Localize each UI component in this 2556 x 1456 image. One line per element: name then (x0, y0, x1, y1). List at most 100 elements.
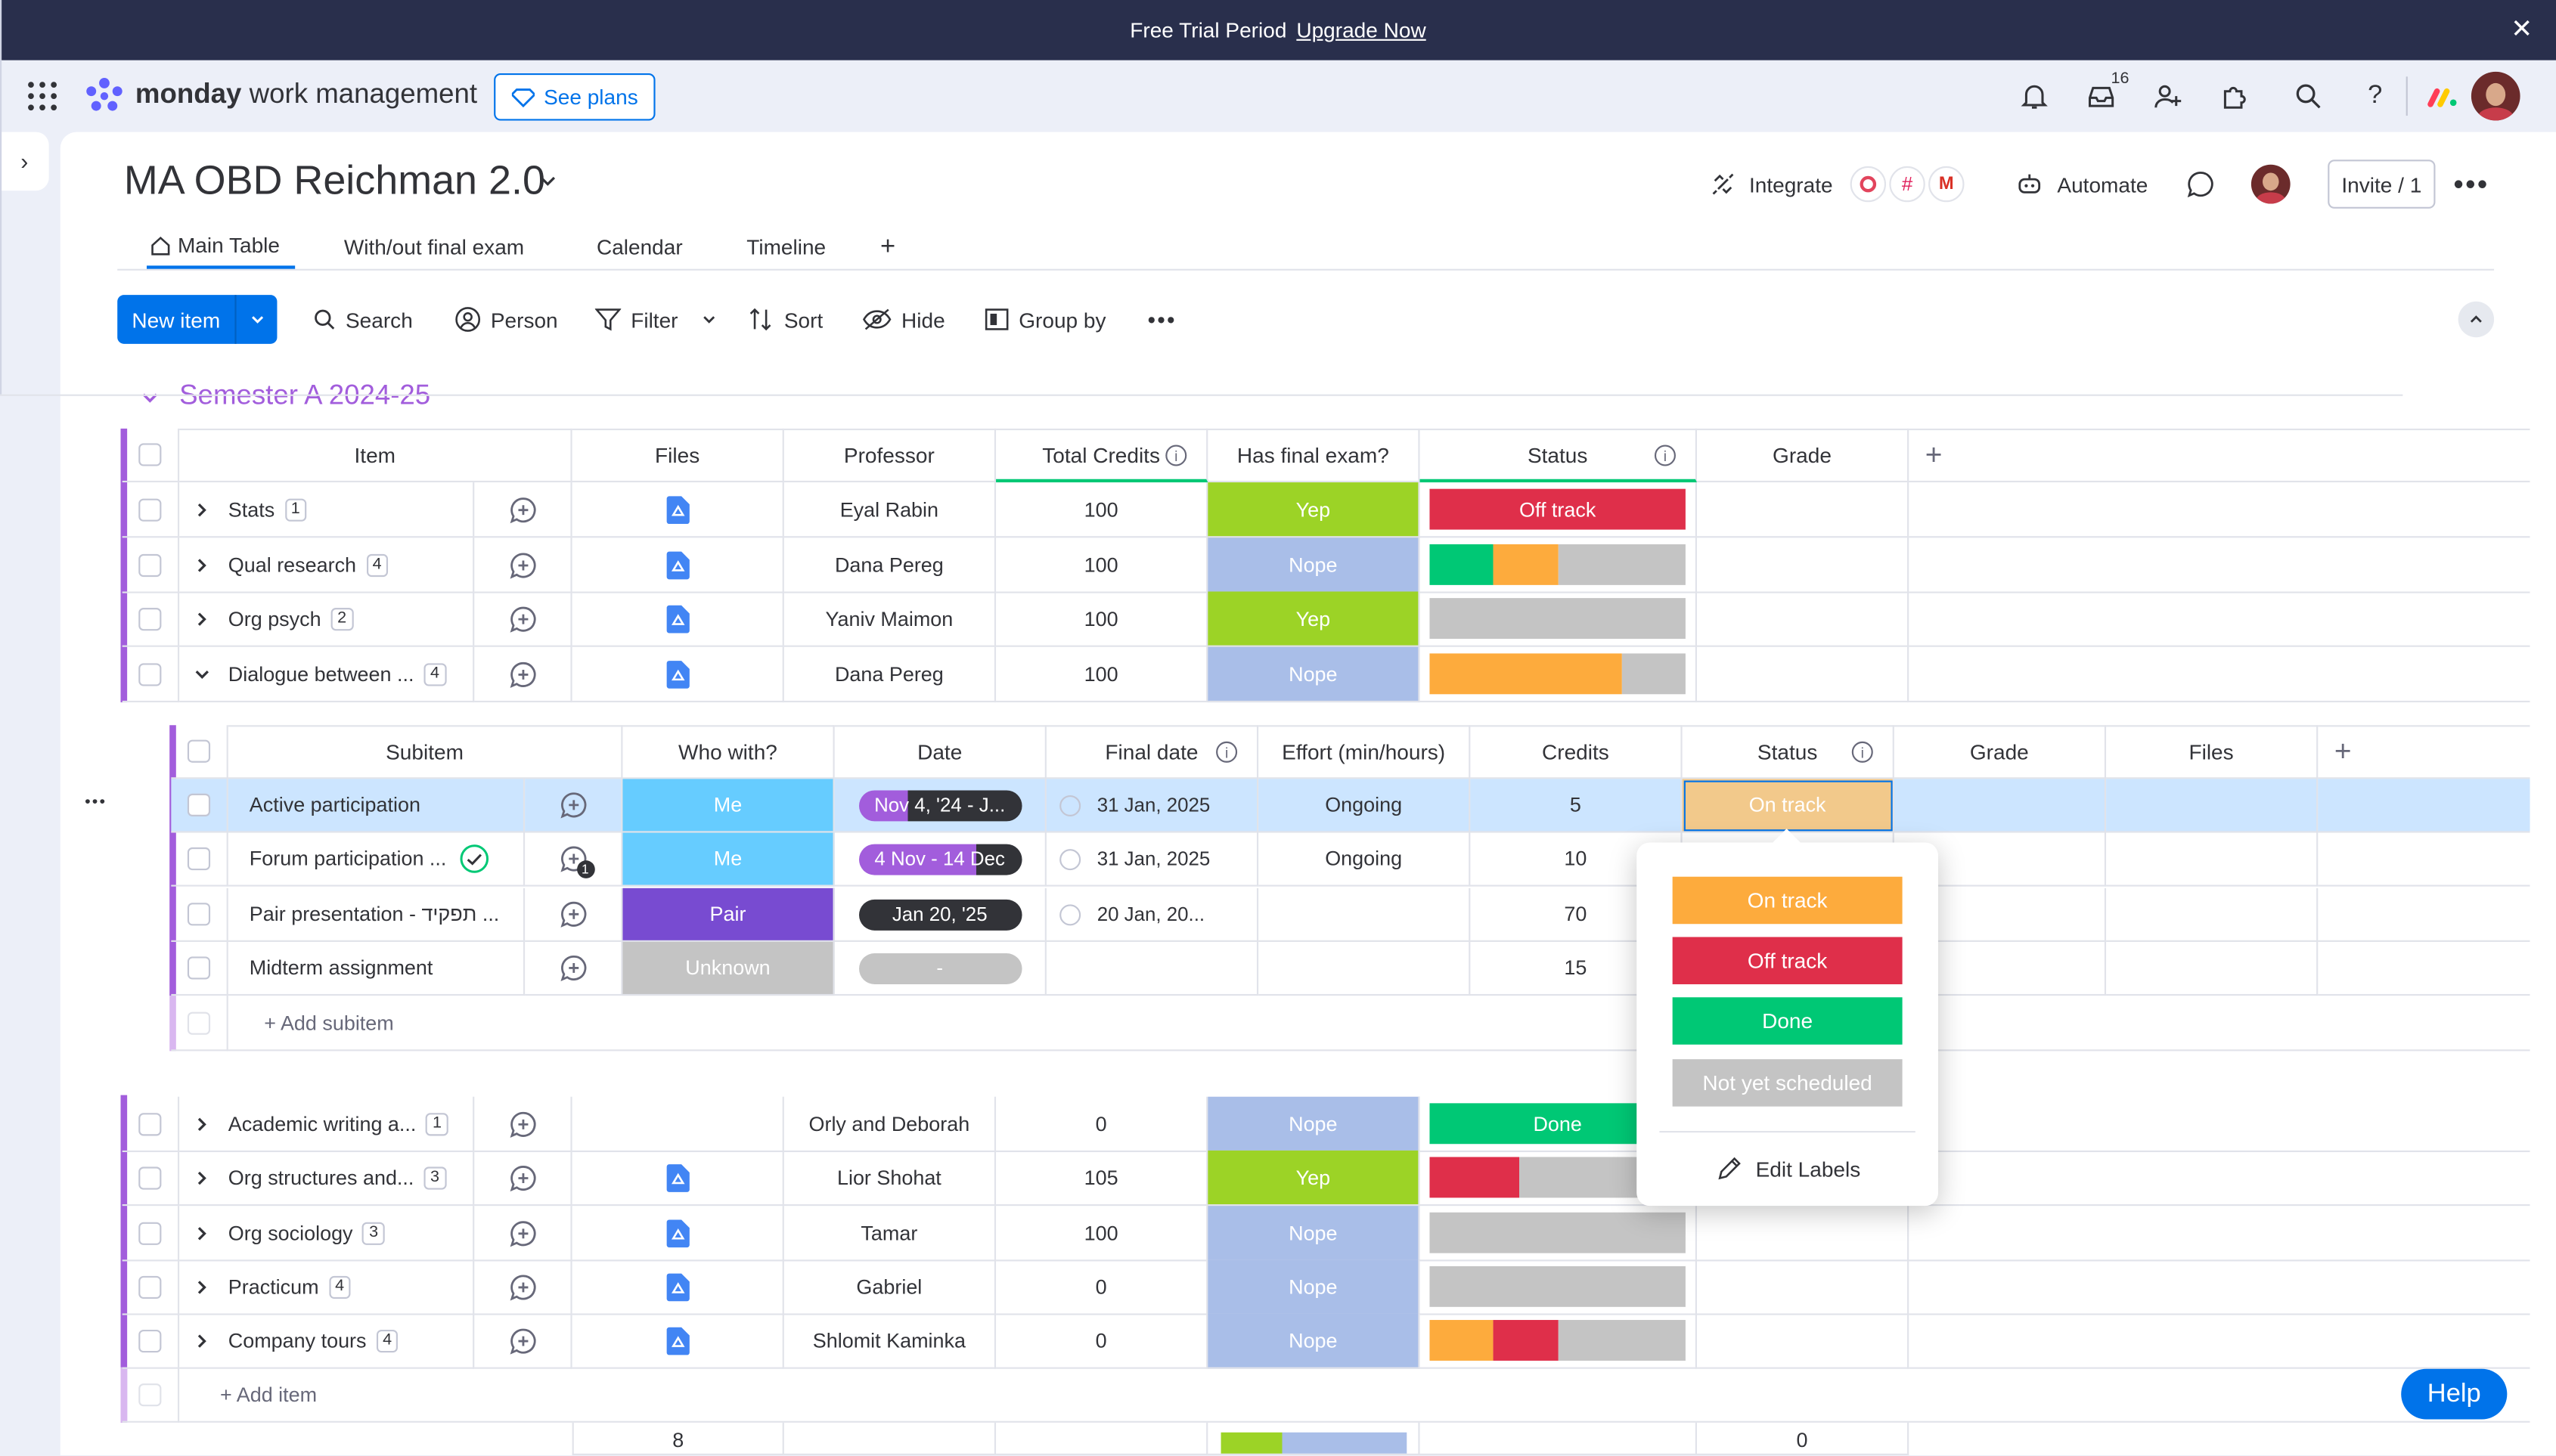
board-member-avatar[interactable] (2250, 164, 2291, 204)
professor-cell[interactable]: Gabriel (783, 1259, 997, 1315)
who-with-cell[interactable]: Unknown (622, 941, 835, 996)
row-checkbox-cell[interactable] (122, 482, 180, 538)
subitem-updates-cell[interactable] (525, 941, 623, 996)
professor-cell[interactable]: Eyal Rabin (783, 482, 997, 538)
group-by-button[interactable]: Group by (985, 295, 1106, 344)
row-checkbox-cell[interactable] (122, 537, 180, 593)
professor-cell[interactable]: Dana Pereg (783, 646, 997, 703)
chevron-right-icon[interactable] (192, 1114, 212, 1133)
tab-without-final-exam[interactable]: With/out final exam (343, 234, 525, 259)
column-header-files[interactable]: Files (572, 428, 784, 483)
item-name[interactable]: Dialogue between ... (228, 662, 414, 686)
item-name-cell[interactable]: Org structures and... 3 (179, 1150, 475, 1207)
subitem-name-cell[interactable]: Active participation (228, 779, 526, 833)
row-checkbox-cell[interactable] (122, 1313, 180, 1369)
status-cell[interactable] (1419, 537, 1697, 593)
subitem-name[interactable]: Midterm assignment (249, 956, 433, 980)
info-icon[interactable]: i (1851, 741, 1873, 763)
item-name-cell[interactable]: Qual research 4 (179, 537, 475, 593)
item-name-cell[interactable]: Company tours 4 (179, 1313, 475, 1369)
close-icon[interactable]: ✕ (2511, 16, 2533, 45)
column-header-item[interactable]: Item (179, 428, 572, 483)
subitem-header-who-with[interactable]: Who with? (622, 725, 835, 779)
google-drive-file-icon[interactable] (664, 494, 690, 524)
tab-main-table[interactable]: Main Table (147, 225, 296, 269)
subitem-name[interactable]: Forum participation ... (249, 847, 447, 871)
date-cell[interactable]: Jan 20, '25 (834, 888, 1047, 942)
inbox-icon[interactable] (2083, 78, 2119, 113)
add-update-icon[interactable] (507, 1326, 537, 1355)
row-checkbox[interactable] (187, 847, 211, 871)
item-name[interactable]: Org structures and... (228, 1166, 414, 1189)
status-option-on-track[interactable]: On track (1672, 876, 1903, 925)
final-exam-cell[interactable]: Nope (1208, 1096, 1420, 1153)
invite-button[interactable]: Invite / 1 (2328, 160, 2436, 209)
row-checkbox[interactable] (138, 1112, 162, 1135)
final-exam-cell[interactable]: Nope (1208, 1206, 1420, 1262)
add-column-icon[interactable]: + (1925, 438, 1943, 471)
professor-cell[interactable]: Shlomit Kaminka (783, 1313, 997, 1369)
tab-calendar[interactable]: Calendar (596, 234, 683, 259)
final-exam-cell[interactable]: Nope (1208, 537, 1420, 593)
status-battery[interactable] (1429, 1320, 1686, 1361)
professor-cell[interactable]: Dana Pereg (783, 537, 997, 593)
subitem-grade-cell[interactable] (1894, 779, 2107, 833)
status-option-not-yet-scheduled[interactable]: Not yet scheduled (1672, 1059, 1903, 1107)
effort-cell[interactable] (1258, 941, 1471, 996)
add-update-icon[interactable] (507, 494, 537, 524)
status-battery[interactable] (1429, 1265, 1686, 1307)
subitem-name-cell[interactable]: Midterm assignment (228, 941, 526, 996)
subitem-grade-cell[interactable] (1894, 832, 2107, 887)
chevron-right-icon[interactable] (192, 1331, 212, 1350)
subitem-grade-cell[interactable] (1894, 941, 2107, 996)
files-cell[interactable] (572, 482, 784, 538)
row-checkbox-cell[interactable] (122, 1259, 180, 1315)
who-with-cell[interactable]: Pair (622, 888, 835, 942)
status-cell[interactable] (1419, 482, 1697, 538)
add-update-icon[interactable] (507, 604, 537, 634)
files-cell[interactable] (572, 1206, 784, 1262)
item-updates-cell[interactable] (474, 1150, 572, 1207)
item-updates-cell[interactable] (474, 646, 572, 703)
chevron-right-icon[interactable] (192, 500, 212, 519)
more-options-icon[interactable]: ••• (2453, 166, 2489, 200)
google-drive-file-icon[interactable] (664, 1218, 690, 1247)
item-name[interactable]: Practicum (228, 1275, 319, 1298)
expand-sidebar-button[interactable]: › (0, 132, 49, 191)
final-date-checkbox-icon[interactable] (1059, 903, 1081, 925)
hide-columns-button[interactable]: Hide (862, 295, 945, 344)
date-cell[interactable]: - (834, 941, 1047, 996)
row-checkbox[interactable] (138, 1275, 162, 1298)
subitem-checkbox-cell[interactable] (171, 888, 228, 942)
professor-cell[interactable]: Yaniv Maimon (783, 591, 997, 647)
final-date-cell[interactable]: 31 Jan, 2025 (1046, 832, 1259, 887)
info-icon[interactable]: i (1654, 445, 1676, 466)
new-item-button[interactable]: New item (117, 295, 278, 344)
subitem-count-badge[interactable]: 1 (426, 1112, 448, 1135)
column-header-has-final-exam[interactable]: Has final exam? (1208, 428, 1420, 483)
item-updates-cell[interactable] (474, 482, 572, 538)
row-checkbox[interactable] (138, 553, 162, 577)
status-cell[interactable] (1419, 1313, 1697, 1369)
info-icon[interactable]: i (1216, 741, 1238, 763)
date-range-pill[interactable]: 4 Nov - 14 Dec (858, 843, 1022, 875)
subitem-checkbox-cell[interactable] (171, 832, 228, 887)
chevron-right-icon[interactable] (192, 1167, 212, 1187)
item-name-cell[interactable]: Org sociology 3 (179, 1206, 475, 1262)
subitem-header-name[interactable]: Subitem (228, 725, 623, 779)
add-update-icon[interactable] (558, 790, 588, 819)
row-checkbox-cell[interactable] (122, 1150, 180, 1207)
item-name-cell[interactable]: Academic writing a... 1 (179, 1096, 475, 1153)
grade-cell[interactable] (1696, 1313, 1909, 1369)
add-update-icon[interactable] (507, 659, 537, 689)
effort-cell[interactable]: Ongoing (1258, 832, 1471, 887)
effort-cell[interactable]: Ongoing (1258, 779, 1471, 833)
row-checkbox[interactable] (138, 1221, 162, 1244)
user-avatar[interactable] (2471, 71, 2520, 121)
item-name-cell[interactable]: Practicum 4 (179, 1259, 475, 1315)
subitem-files-cell[interactable] (2106, 779, 2319, 833)
subitem-header-effort[interactable]: Effort (min/hours) (1258, 725, 1471, 779)
row-checkbox[interactable] (138, 497, 162, 521)
google-drive-file-icon[interactable] (664, 1272, 690, 1301)
group-collapse-chevron-icon[interactable] (138, 386, 161, 409)
